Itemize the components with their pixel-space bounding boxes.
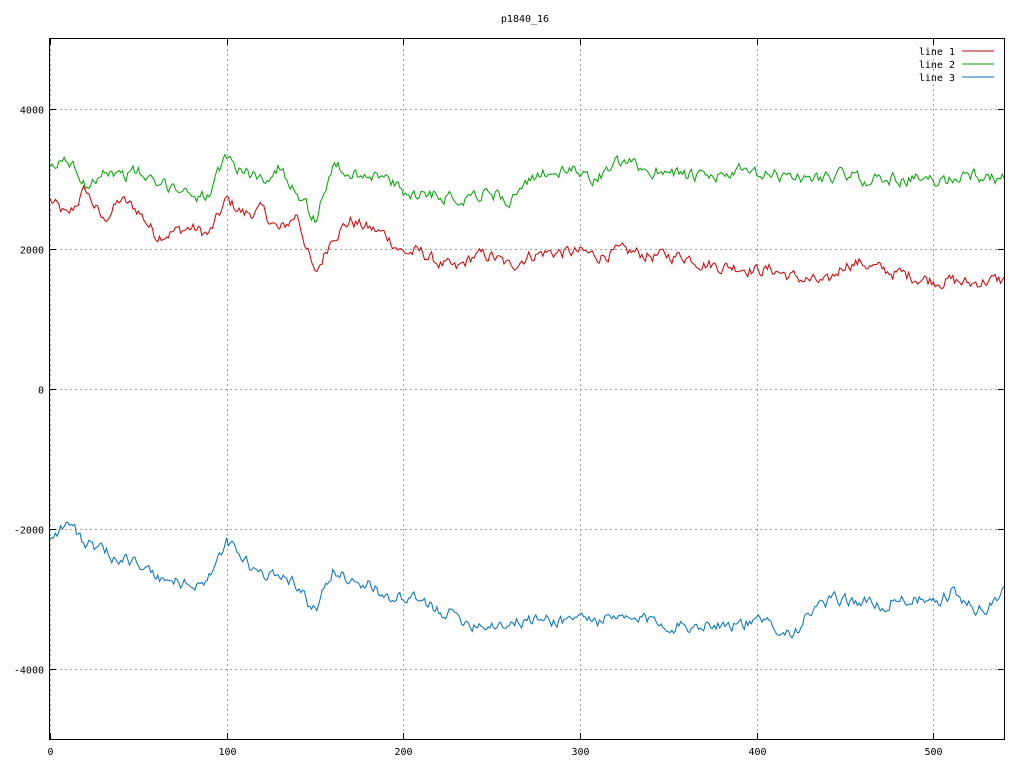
legend-label: line 3 [919,73,955,84]
legend-label: line 1 [919,47,955,58]
x-tick-label: 200 [394,747,412,758]
plot-frame [49,38,1005,740]
x-tick-label: 400 [748,747,766,758]
grid [50,39,1004,739]
y-tick-label: 4000 [20,106,44,117]
y-tick-label: 2000 [20,246,44,257]
legend-label: line 2 [919,60,955,71]
series-line-1 [49,184,1005,290]
y-tick-label: 0 [38,386,44,397]
x-tick-label: 300 [571,747,589,758]
x-tick-label: 100 [218,747,236,758]
ticks: 0 100 200 300 400 500 -4000 -2000 0 2000 4000 [14,39,1004,758]
y-tick-label: -4000 [14,666,44,677]
legend: line 1 line 2 line 3 [919,47,994,84]
y-tick-label: -2000 [14,526,44,537]
x-tick-label: 500 [924,747,942,758]
series-line-3 [49,521,1005,639]
series-layer [49,153,1005,639]
x-tick-label: 0 [47,747,53,758]
series-line-2 [49,153,1005,224]
chart-title: p1840_16 [501,14,549,25]
